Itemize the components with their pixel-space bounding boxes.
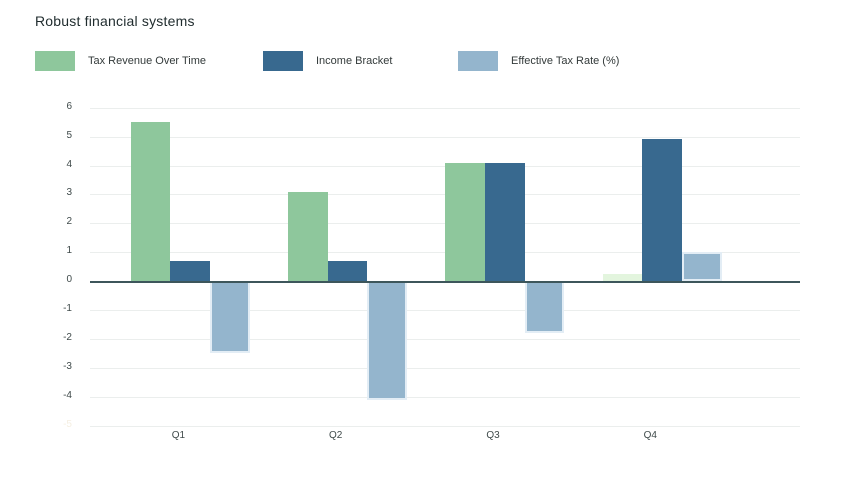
gridline-y2 <box>90 223 800 224</box>
gridline-y1 <box>90 252 800 253</box>
bar-income-bracket-q1[interactable] <box>170 261 211 281</box>
gridline-y-3 <box>90 368 800 369</box>
y-axis-tick-4: 4 <box>66 159 72 170</box>
legend-item-tax-revenue[interactable]: Tax Revenue Over Time <box>35 51 206 71</box>
y-axis-tick-5: 5 <box>66 130 72 141</box>
bar-tax-revenue-over-time-q1[interactable] <box>130 122 171 281</box>
x-axis-tick-q2: Q2 <box>329 430 343 441</box>
gridline-y-5 <box>90 426 800 427</box>
legend-label: Effective Tax Rate (%) <box>511 55 620 67</box>
gridline-y-2 <box>90 339 800 340</box>
x-axis-zero-line <box>90 281 800 283</box>
legend-swatch-light-blue <box>458 51 498 71</box>
legend-item-income-bracket[interactable]: Income Bracket <box>263 51 392 71</box>
y-axis-tick--3: -3 <box>63 361 72 372</box>
legend-swatch-dark-blue <box>263 51 303 71</box>
gridline-y3 <box>90 194 800 195</box>
gridline-y5 <box>90 137 800 138</box>
legend-item-effective-tax-rate[interactable]: Effective Tax Rate (%) <box>458 51 619 71</box>
y-axis-tick-6: 6 <box>66 101 72 112</box>
legend-swatch-green <box>35 51 75 71</box>
bar-effective-tax-rate-q4[interactable] <box>682 252 722 281</box>
bar-tax-revenue-over-time-q3[interactable] <box>445 163 485 282</box>
y-axis-tick-1: 1 <box>66 245 72 256</box>
x-axis-tick-q1: Q1 <box>171 430 186 441</box>
gridline-y4 <box>90 166 800 167</box>
x-axis-tick-q4: Q4 <box>643 430 657 441</box>
bar-effective-tax-rate-q2[interactable] <box>367 281 408 400</box>
gridline-y6 <box>90 108 800 109</box>
chart-title: Robust financial systems <box>35 13 195 29</box>
y-axis-tick--4: -4 <box>63 390 72 401</box>
bar-income-bracket-q4[interactable] <box>642 139 682 281</box>
bar-effective-tax-rate-q1[interactable] <box>210 281 250 353</box>
legend-label: Tax Revenue Over Time <box>88 55 206 67</box>
x-axis-tick-q3: Q3 <box>486 430 500 441</box>
y-axis-tick-0: 0 <box>66 274 72 285</box>
bar-tax-revenue-over-time-q2[interactable] <box>288 192 328 282</box>
gridline-y-1 <box>90 310 800 311</box>
y-axis-tick-3: 3 <box>66 187 72 198</box>
bar-effective-tax-rate-q3[interactable] <box>524 281 565 333</box>
y-axis-tick--1: -1 <box>63 303 72 314</box>
y-axis-tick--5: -5 <box>63 419 72 430</box>
gridline-y-4 <box>90 397 800 398</box>
y-axis-tick-2: 2 <box>66 216 72 227</box>
y-axis-tick--2: -2 <box>63 332 72 343</box>
bar-tax-revenue-over-time-q4[interactable] <box>602 274 643 281</box>
bar-income-bracket-q2[interactable] <box>327 261 368 281</box>
bar-income-bracket-q3[interactable] <box>485 163 525 282</box>
legend-label: Income Bracket <box>316 55 393 67</box>
